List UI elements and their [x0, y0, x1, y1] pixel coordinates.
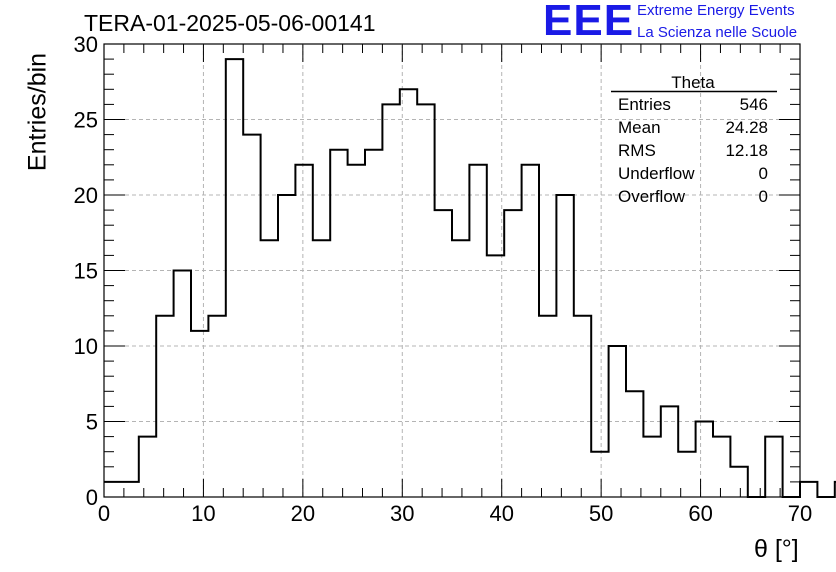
y-tick-label: 0	[86, 485, 98, 510]
stats-value-rms: 12.18	[725, 141, 768, 160]
logo-line-2: La Scienza nelle Scuole	[637, 24, 798, 41]
x-tick-label: 50	[589, 501, 613, 526]
tick-labels: 0 10 20 30 40 50 60 70 0 5 10 15 20 25 30	[74, 32, 813, 526]
y-tick-label: 15	[74, 259, 98, 284]
x-tick-label: 30	[390, 501, 414, 526]
y-tick-label: 10	[74, 334, 98, 359]
stats-box: Theta Entries 546 Mean 24.28 RMS 12.18 U…	[611, 73, 777, 206]
y-tick-label: 30	[74, 32, 98, 57]
x-axis-label: θ [°]	[754, 535, 799, 563]
x-tick-label: 0	[98, 501, 110, 526]
eee-logo: EEE	[543, 0, 635, 45]
logo-line-1: Extreme Energy Events	[637, 2, 795, 19]
chart-title: TERA-01-2025-05-06-00141	[84, 10, 376, 36]
x-tick-label: 10	[191, 501, 215, 526]
x-tick-label: 40	[489, 501, 513, 526]
stats-label-mean: Mean	[618, 118, 661, 137]
histogram-line	[104, 58, 836, 498]
x-tick-label: 20	[291, 501, 315, 526]
grid-lines	[104, 44, 800, 497]
y-tick-label: 20	[74, 183, 98, 208]
y-tick-label: 25	[74, 108, 98, 133]
stats-value-entries: 546	[740, 95, 768, 114]
stats-value-overflow: 0	[759, 187, 768, 206]
stats-title: Theta	[671, 73, 715, 92]
stats-label-rms: RMS	[618, 141, 656, 160]
stats-value-mean: 24.28	[725, 118, 768, 137]
axis-ticks	[103, 43, 801, 498]
y-axis-label: Entries/bin	[23, 52, 52, 172]
x-tick-label: 60	[688, 501, 712, 526]
x-tick-label: 70	[788, 501, 812, 526]
y-tick-label: 5	[86, 410, 98, 435]
stats-label-underflow: Underflow	[618, 164, 695, 183]
stats-value-underflow: 0	[759, 164, 768, 183]
stats-label-overflow: Overflow	[618, 187, 686, 206]
stats-label-entries: Entries	[618, 95, 671, 114]
